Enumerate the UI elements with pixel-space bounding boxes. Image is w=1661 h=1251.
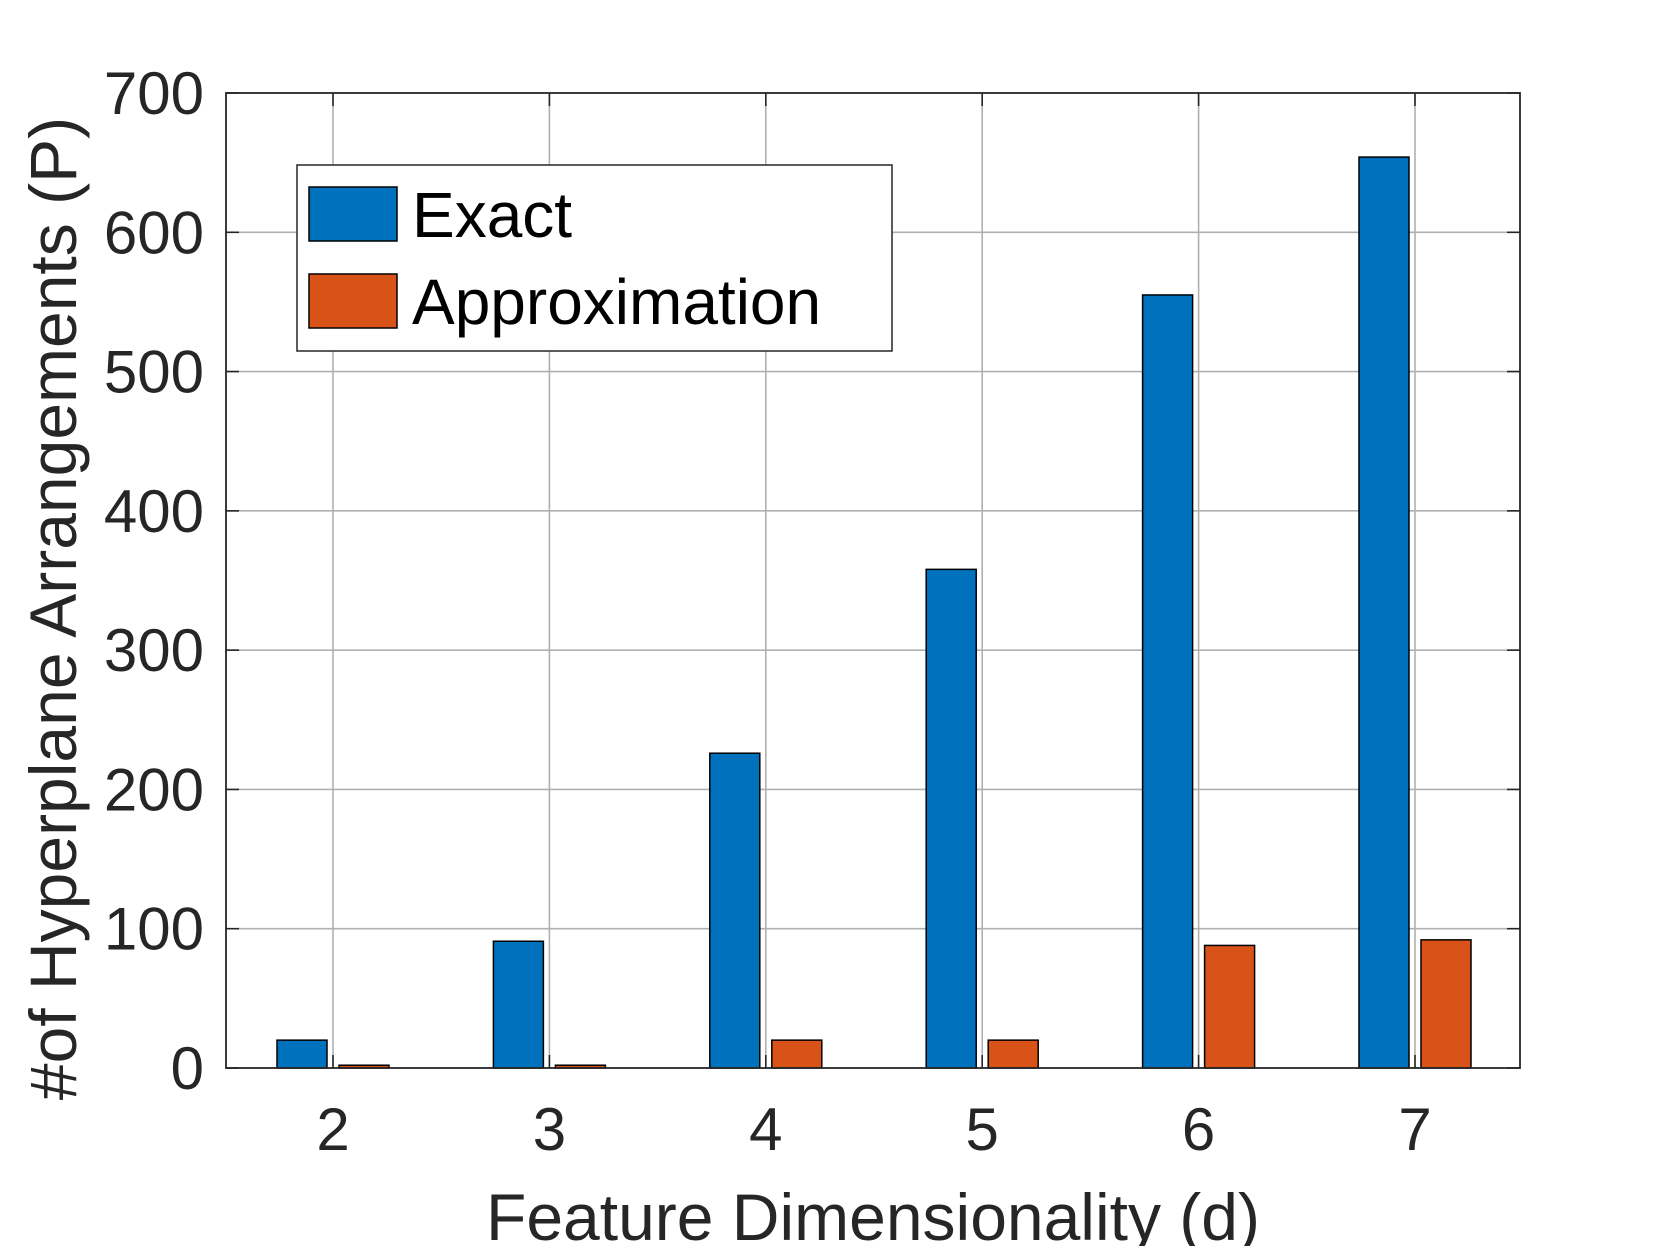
ticks-layer: 0 100 200 300 400 500 600 700 2 3 4 5 6 7 (104, 60, 1520, 1163)
x-tick-label: 5 (966, 1096, 999, 1163)
y-tick-label: 200 (104, 756, 204, 823)
legend-label-exact: Exact (412, 179, 572, 251)
y-tick-label: 600 (104, 199, 204, 266)
x-tick-label: 2 (316, 1096, 349, 1163)
legend: Exact Approximation (296, 164, 893, 352)
bar-approximation-7 (1420, 939, 1472, 1069)
y-tick-label: 100 (104, 896, 204, 963)
bar-exact-2 (276, 1039, 328, 1069)
bar-exact-5 (925, 568, 977, 1069)
legend-swatch-exact (308, 186, 398, 242)
y-tick-label: 700 (104, 60, 204, 127)
y-tick-label: 0 (171, 1035, 204, 1102)
x-tick-label: 6 (1182, 1096, 1215, 1163)
bar-exact-6 (1141, 294, 1194, 1069)
bar-approximation-4 (771, 1039, 823, 1069)
legend-swatch-approximation (308, 273, 398, 329)
y-tick-label: 300 (104, 617, 204, 684)
bar-approximation-6 (1203, 944, 1256, 1069)
axes-box (225, 92, 1521, 1069)
y-axis-label: #of Hyperplane Arrangements (P) (16, 117, 90, 1100)
x-axis-label: Feature Dimensionality (d) (486, 1180, 1260, 1246)
y-tick-label: 400 (104, 478, 204, 545)
x-tick-label: 3 (533, 1096, 566, 1163)
bar-exact-4 (709, 752, 761, 1069)
bar-approximation-5 (987, 1039, 1039, 1069)
bar-exact-3 (492, 940, 545, 1069)
bar-exact-7 (1358, 156, 1410, 1069)
legend-label-approximation: Approximation (412, 266, 821, 338)
axes-layer (225, 92, 1521, 1069)
x-tick-label: 7 (1398, 1096, 1431, 1163)
x-tick-label: 4 (749, 1096, 782, 1163)
y-tick-label: 500 (104, 339, 204, 406)
